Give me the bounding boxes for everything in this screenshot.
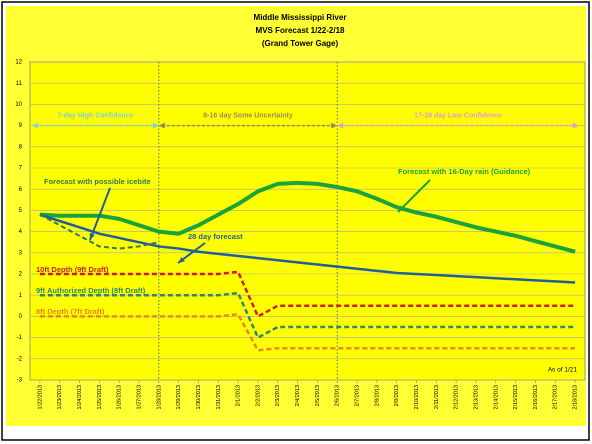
x-tick-label: 2/10/2013 <box>414 385 420 409</box>
x-tick-label: 2/11/2013 <box>434 385 440 409</box>
x-tick-label: 1/26/2013 <box>117 385 123 409</box>
plot-area <box>29 61 586 381</box>
series-line <box>39 313 576 352</box>
x-tick-label: 2/1/2013 <box>236 385 242 406</box>
x-tick-label: 2/9/2013 <box>394 385 400 406</box>
y-tick-label: 9 <box>19 123 23 129</box>
y-tick-label: 5 <box>19 208 23 214</box>
x-tick-label: 1/25/2013 <box>97 385 103 409</box>
note: As of 1/21 <box>548 367 578 374</box>
label-arrow <box>397 179 431 213</box>
label-arrow <box>89 187 111 241</box>
series-line <box>39 291 576 339</box>
y-tick-label: 3 <box>19 250 23 256</box>
series-label: 28 day forecast <box>188 232 243 241</box>
y-tick-label: 6 <box>19 187 23 193</box>
series-label: Forecast with 16-Day rain (Guidance) <box>398 167 531 176</box>
series-label: 9ft Authorized Depth (8ft Draft) <box>36 286 146 295</box>
x-tick-label: 2/2/2013 <box>255 385 261 406</box>
series-line <box>39 213 576 284</box>
x-tick-label: 2/16/2013 <box>533 385 539 409</box>
x-tick-label: 1/30/2013 <box>196 385 202 409</box>
x-tick-label: 1/27/2013 <box>136 385 142 409</box>
y-tick-label: 12 <box>15 60 22 66</box>
x-tick-label: 2/12/2013 <box>454 385 460 409</box>
x-tick-label: 1/24/2013 <box>77 385 83 409</box>
x-tick-label: 2/4/2013 <box>295 385 301 406</box>
y-tick-label: 7 <box>19 166 23 172</box>
y-tick-label: 10 <box>15 102 22 108</box>
chart-title: MVS Forecast 1/22-2/18 <box>256 26 345 35</box>
y-tick-label: 1 <box>19 293 23 299</box>
zone-label: 7-day High Confidence <box>57 112 133 119</box>
x-tick-label: 2/7/2013 <box>355 385 361 406</box>
arrow-head <box>178 256 185 263</box>
zone-label: 17-28 day Low Confidence <box>414 112 502 119</box>
series-line <box>39 270 576 318</box>
arrow-head <box>89 233 95 240</box>
x-tick-label: 2/13/2013 <box>473 385 479 409</box>
y-tick-label: 8 <box>19 144 23 150</box>
series-label: Forecast with possible icebite <box>44 177 151 186</box>
y-tick-label: -2 <box>17 356 23 362</box>
x-tick-label: 2/15/2013 <box>513 385 519 409</box>
chart-title: (Grand Tower Gage) <box>262 39 339 48</box>
y-tick-label: -1 <box>17 335 23 341</box>
x-tick-label: 2/17/2013 <box>553 385 559 409</box>
x-tick-label: 2/8/2013 <box>374 385 380 406</box>
y-tick-label: -3 <box>17 378 23 384</box>
y-tick-label: 4 <box>19 229 23 235</box>
y-tick-label: 2 <box>19 272 23 278</box>
series-line <box>39 180 576 254</box>
x-tick-label: 1/29/2013 <box>176 385 182 409</box>
zone-label: 8-16 day Some Uncertainty <box>203 112 293 119</box>
x-tick-label: 1/22/2013 <box>37 385 43 409</box>
y-tick-label: 11 <box>16 81 23 87</box>
arrow-head <box>398 205 405 212</box>
x-tick-label: 2/14/2013 <box>493 385 499 409</box>
x-tick-label: 2/6/2013 <box>335 385 341 406</box>
x-tick-label: 1/28/2013 <box>156 385 162 409</box>
series-line <box>39 213 160 250</box>
y-tick-label: 0 <box>19 314 23 320</box>
chart-title: Middle Mississippi River <box>254 13 347 22</box>
x-tick-label: 2/3/2013 <box>275 385 281 406</box>
x-tick-label: 2/5/2013 <box>315 385 321 406</box>
x-tick-label: 1/31/2013 <box>216 385 222 409</box>
x-tick-label: 1/23/2013 <box>57 385 63 409</box>
series-label: 10ft Depth (9ft Draft) <box>36 265 109 274</box>
series-label: 8ft Depth (7ft Draft) <box>36 307 105 316</box>
x-tick-label: 2/18/2013 <box>573 385 579 409</box>
